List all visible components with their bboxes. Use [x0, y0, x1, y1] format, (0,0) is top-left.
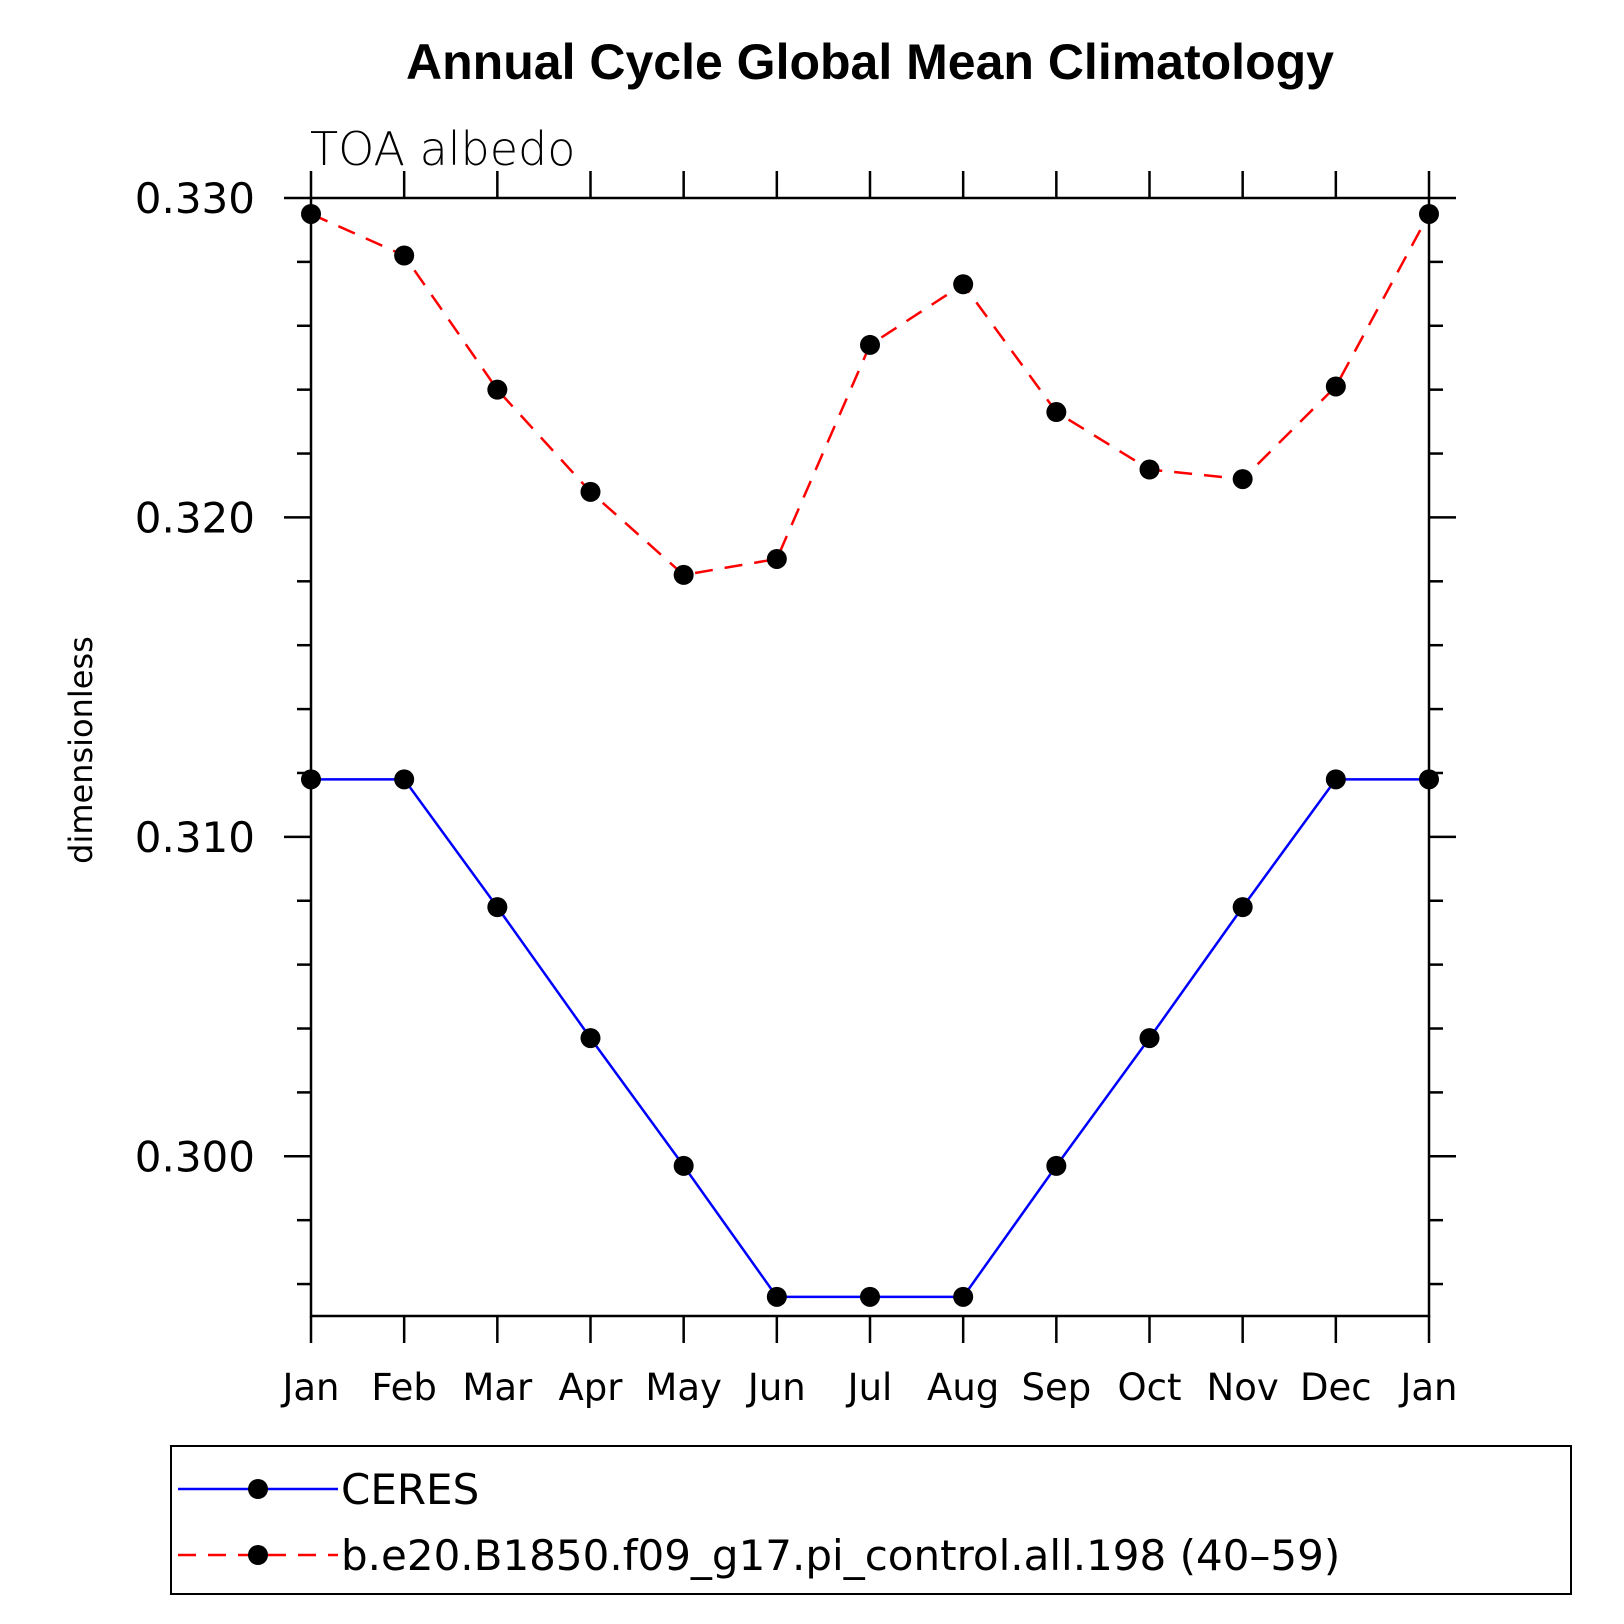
data-point-s0-12 — [1419, 769, 1439, 790]
x-tick-label: Apr — [558, 1366, 623, 1409]
y-tick-labels: 0.300 0.310 0.320 0.330 — [135, 174, 255, 1181]
series-line-1 — [310, 212, 1431, 577]
y-tick-label: 0.300 — [135, 1132, 255, 1181]
data-point-s1-8 — [1046, 402, 1067, 423]
data-point-s0-0 — [301, 769, 321, 790]
data-point-s0-1 — [394, 769, 415, 790]
axis-ticks — [284, 171, 1456, 1343]
data-point-s1-2 — [487, 379, 508, 400]
data-point-s0-11 — [1325, 769, 1346, 790]
x-tick-label: Mar — [462, 1366, 533, 1409]
data-point-s0-2 — [487, 897, 508, 918]
data-point-s0-6 — [860, 1286, 880, 1307]
legend-marker-ceres — [248, 1479, 268, 1499]
series-lines — [310, 212, 1431, 1299]
data-point-s1-0 — [301, 203, 321, 224]
data-point-s0-5 — [766, 1286, 787, 1307]
x-tick-label: May — [645, 1366, 722, 1409]
data-point-s0-3 — [580, 1028, 601, 1049]
data-point-s1-5 — [766, 548, 787, 569]
data-point-s1-4 — [673, 564, 694, 585]
data-point-s1-3 — [580, 481, 601, 502]
y-tick-label: 0.330 — [135, 174, 255, 223]
data-point-s1-10 — [1232, 469, 1253, 490]
x-tick-label: Nov — [1207, 1366, 1279, 1409]
x-tick-label: Aug — [927, 1366, 999, 1409]
x-tick-label: Feb — [371, 1366, 437, 1409]
x-tick-label: Jan — [280, 1366, 339, 1409]
data-point-s1-9 — [1139, 459, 1160, 480]
y-tick-label: 0.320 — [135, 493, 255, 542]
data-point-s0-7 — [953, 1286, 974, 1307]
data-point-s1-11 — [1325, 376, 1346, 397]
x-tick-label: Sep — [1021, 1366, 1091, 1409]
legend-label-model: b.e20.B1850.f09_g17.pi_control.all.198 (… — [341, 1531, 1340, 1580]
y-tick-label: 0.310 — [135, 813, 255, 862]
legend-box — [170, 1445, 1572, 1595]
data-point-s1-1 — [394, 245, 415, 266]
data-point-s0-9 — [1139, 1028, 1160, 1049]
x-tick-labels: Jan Feb Mar Apr May Jun Jul Aug Sep Oct Nov Dec Jan — [280, 1366, 1457, 1409]
data-point-s0-10 — [1232, 897, 1253, 918]
data-point-s0-4 — [673, 1155, 694, 1176]
chart-title: Annual Cycle Global Mean Climatology — [406, 34, 1334, 90]
x-tick-label: Jul — [846, 1366, 893, 1409]
x-tick-label: Dec — [1300, 1366, 1372, 1409]
y-axis-label: dimensionless — [62, 636, 100, 864]
data-point-s1-7 — [953, 274, 974, 295]
data-point-s0-8 — [1046, 1155, 1067, 1176]
data-point-s1-6 — [860, 334, 880, 355]
legend-label-ceres: CERES — [341, 1465, 479, 1514]
legend: CERES b.e20.B1850.f09_g17.pi_control.all… — [170, 1445, 1572, 1595]
series-line-0 — [311, 778, 1429, 1299]
x-tick-label: Oct — [1118, 1366, 1182, 1409]
x-tick-label: Jun — [746, 1366, 806, 1409]
x-tick-label: Jan — [1398, 1366, 1457, 1409]
plot-frame — [309, 196, 1431, 1318]
chart-subtitle: TOA albedo — [310, 122, 575, 176]
data-point-s1-12 — [1419, 203, 1439, 224]
series-points — [301, 203, 1439, 1307]
legend-marker-model — [248, 1545, 268, 1565]
